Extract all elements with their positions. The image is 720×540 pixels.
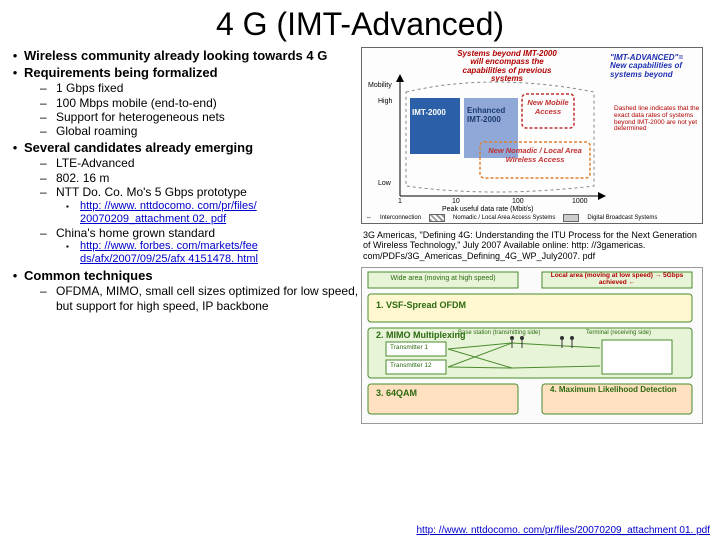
chart1-ylabel: Mobility [368,82,392,89]
link-ntt-pdf: ▪http: //www. nttdocomo. com/pr/files/ 2… [6,200,361,226]
right-column: Systems beyond IMT-2000 will encompass t… [361,47,706,424]
chart1-svg [362,48,702,223]
bullet-requirements: • Requirements being formalized [6,65,361,81]
link-forbes-afx[interactable]: http: //www. forbes. com/markets/fee ds/… [80,240,258,265]
chart-imt-advanced: Systems beyond IMT-2000 will encompass t… [361,47,703,224]
sub-global-roaming: –Global roaming [6,124,361,138]
slide-title: 4 G (IMT-Advanced) [0,0,720,47]
chart-5gbps-diagram: Wide area (moving at high speed) Local a… [361,267,703,424]
bullet-common-techniques: • Common techniques [6,268,361,284]
citation-3gamericas: 3G Americas, "Defining 4G: Understanding… [361,230,706,261]
left-column: • Wireless community already looking tow… [6,47,361,424]
bullet-wireless-community: • Wireless community already looking tow… [6,48,361,64]
link-forbes: ▪http: //www. forbes. com/markets/fee ds… [6,240,361,266]
bullet-candidates: • Several candidates already emerging [6,140,361,156]
sub-1gbps: –1 Gbps fixed [6,81,361,95]
sub-ntt: –NTT Do. Co. Mo's 5 Gbps prototype [6,185,361,199]
sub-heterogeneous: –Support for heterogeneous nets [6,110,361,124]
sub-100mbps: –100 Mbps mobile (end-to-end) [6,96,361,110]
chart1-xlabel: Peak useful data rate (Mbit/s) [442,206,533,213]
chart1-legend: ⇔Interconnection Nomadic / Local Area Ac… [366,214,696,222]
sub-80216m: –802. 16 m [6,171,361,185]
sub-lte: –LTE-Advanced [6,156,361,170]
bottom-link-nttdocomo: http: //www. nttdocomo. com/pr/files/200… [416,525,710,536]
link-nttdocomo-01[interactable]: http: //www. nttdocomo. com/pr/files/200… [416,525,710,536]
sub-ofdma: –OFDMA, MIMO, small cell sizes optimized… [6,284,361,313]
sub-china: –China's home grown standard [6,226,361,240]
link-nttdocomo-02[interactable]: http: //www. nttdocomo. com/pr/files/ 20… [80,200,257,225]
